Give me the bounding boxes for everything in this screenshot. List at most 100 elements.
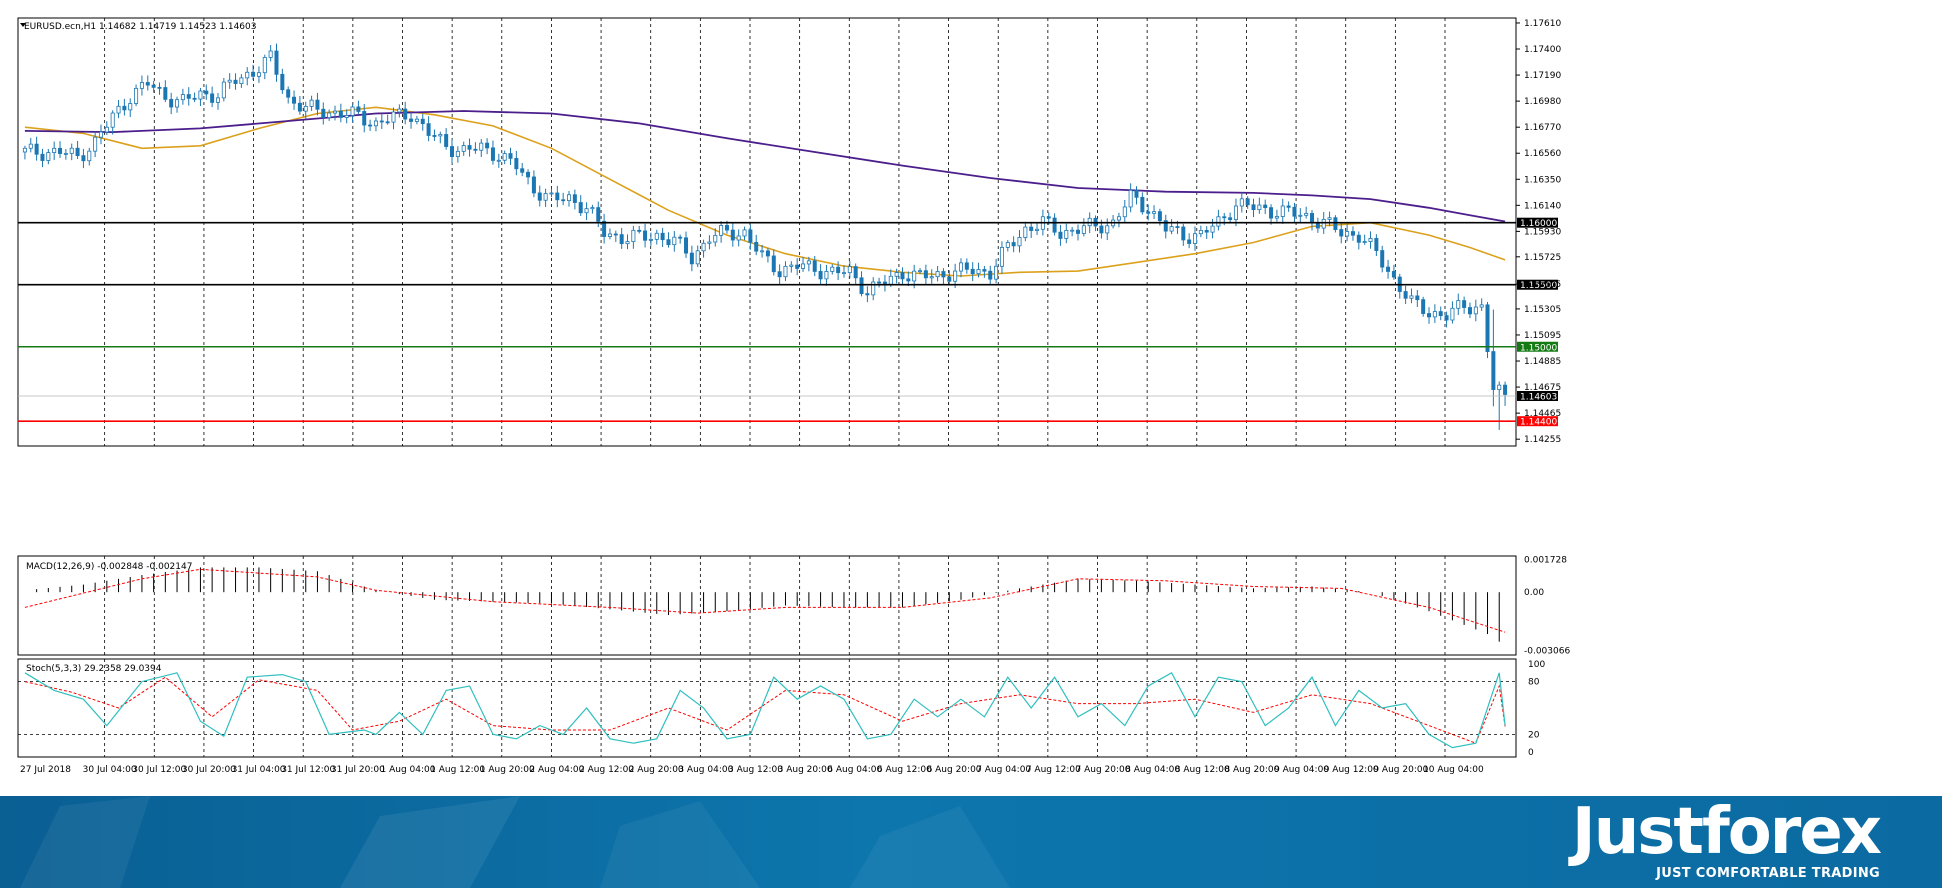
candle-body <box>1070 229 1075 232</box>
candle-body <box>1386 266 1391 272</box>
candle-body <box>1485 304 1490 352</box>
candle-body <box>356 106 361 112</box>
candle-body <box>385 121 390 124</box>
candle-body <box>1181 226 1186 241</box>
y-tick-label: 1.17190 <box>1524 71 1561 81</box>
candle-body <box>590 207 595 210</box>
y-tick-label: 1.14255 <box>1524 435 1561 445</box>
y-tick-label: 1.15725 <box>1524 253 1561 263</box>
candle-body <box>87 150 92 162</box>
x-tick-label: 3 Aug 12:00 <box>728 765 783 775</box>
candle-body <box>303 105 308 112</box>
x-tick-label: 31 Jul 04:00 <box>232 765 286 775</box>
x-tick-label: 1 Aug 04:00 <box>381 765 436 775</box>
candle-body <box>420 118 425 125</box>
candle-body <box>514 157 519 170</box>
stoch-y-tick: 100 <box>1528 660 1545 670</box>
x-tick-label: 30 Jul 04:00 <box>83 765 137 775</box>
candle-body <box>321 108 326 119</box>
stoch-axis: 100 80 20 0 <box>1528 660 1545 758</box>
candle-body <box>1099 225 1104 234</box>
candle-body <box>1152 211 1157 214</box>
candle-body <box>1064 229 1069 239</box>
candle-body <box>81 155 86 162</box>
moving-averages <box>24 106 1506 277</box>
macd-y-tick: -0.003066 <box>1524 647 1570 657</box>
candle-body <box>1005 242 1010 248</box>
candle-body <box>1263 204 1268 209</box>
candle-body <box>198 90 203 100</box>
candle-body <box>841 272 846 275</box>
x-tick-label: 8 Aug 20:00 <box>1224 765 1279 775</box>
candle-body <box>1169 226 1174 232</box>
candle-body <box>555 192 560 201</box>
candle-body <box>888 275 893 285</box>
candle-body <box>877 281 882 284</box>
candle-body <box>859 277 864 295</box>
candle-body <box>777 271 782 278</box>
stoch-main-line <box>24 671 1506 749</box>
chevron-down-icon[interactable] <box>20 23 26 27</box>
candle-body <box>1462 300 1467 308</box>
y-tick-label: 1.16140 <box>1524 201 1561 211</box>
candle-body <box>607 233 612 237</box>
candle-body <box>274 50 279 75</box>
level-label: 1.16000 <box>1520 219 1557 229</box>
candle-body <box>1187 239 1192 244</box>
candle-body <box>350 106 355 116</box>
x-tick-label: 2 Aug 20:00 <box>629 765 684 775</box>
candle-body <box>1029 226 1034 231</box>
symbol-header: EURUSD.ecn,H1 1.14682 1.14719 1.14523 1.… <box>24 22 256 32</box>
stoch-label: Stoch(5,3,3) 29.2358 29.0394 <box>26 664 162 674</box>
candle-body <box>941 271 946 278</box>
candle-body <box>1432 311 1437 318</box>
candle-body <box>461 145 466 152</box>
stoch-y-tick: 20 <box>1528 730 1540 740</box>
candle-body <box>1374 238 1379 251</box>
candle-body <box>596 207 601 222</box>
x-tick-label: 27 Jul 2018 <box>20 765 71 775</box>
candle-body <box>853 266 858 279</box>
candle-body <box>637 229 642 232</box>
candle-body <box>795 264 800 269</box>
x-tick-label: 2 Aug 12:00 <box>579 765 634 775</box>
candle-body <box>619 234 624 245</box>
vertical-grid <box>104 18 1446 446</box>
candle-body <box>771 255 776 273</box>
price-pane: 1.16000 1.15500 1.15000 1.14400 1.14603 1.17… <box>17 17 1561 447</box>
candle-body <box>93 136 98 152</box>
macd-histogram <box>36 567 1500 642</box>
candle-body <box>923 270 928 279</box>
candle-body <box>1035 228 1040 231</box>
candle-body <box>98 131 103 138</box>
candle-body <box>397 108 402 113</box>
candle-body <box>724 225 729 231</box>
y-tick-label: 1.14675 <box>1524 383 1561 393</box>
candle-body <box>332 110 337 114</box>
price-levels: 1.16000 1.15500 1.15000 1.14400 1.14603 <box>18 217 1558 428</box>
candle-body <box>379 120 384 123</box>
candle-body <box>1427 313 1432 318</box>
candle-body <box>1245 198 1250 206</box>
candle-body <box>976 269 981 275</box>
x-tick-label: 30 Jul 20:00 <box>182 765 236 775</box>
y-tick-label: 1.16770 <box>1524 123 1561 133</box>
candle-body <box>672 236 677 246</box>
candle-body <box>900 272 905 280</box>
candle-body <box>1228 217 1233 220</box>
candle-body <box>801 263 806 269</box>
ma-fast-line <box>24 106 1506 277</box>
candle-body <box>707 241 712 244</box>
candle-body <box>1292 206 1297 217</box>
x-tick-label: 6 Aug 04:00 <box>827 765 882 775</box>
candle-body <box>730 229 735 241</box>
y-tick-label: 1.16560 <box>1524 149 1561 159</box>
candle-body <box>1274 216 1279 219</box>
macd-y-tick: 0.001728 <box>1524 555 1567 565</box>
candle-body <box>122 105 127 111</box>
candle-body <box>40 153 45 161</box>
candle-body <box>34 143 39 155</box>
x-tick-label: 6 Aug 12:00 <box>877 765 932 775</box>
candle-body <box>982 269 987 272</box>
candle-body <box>1362 241 1367 243</box>
